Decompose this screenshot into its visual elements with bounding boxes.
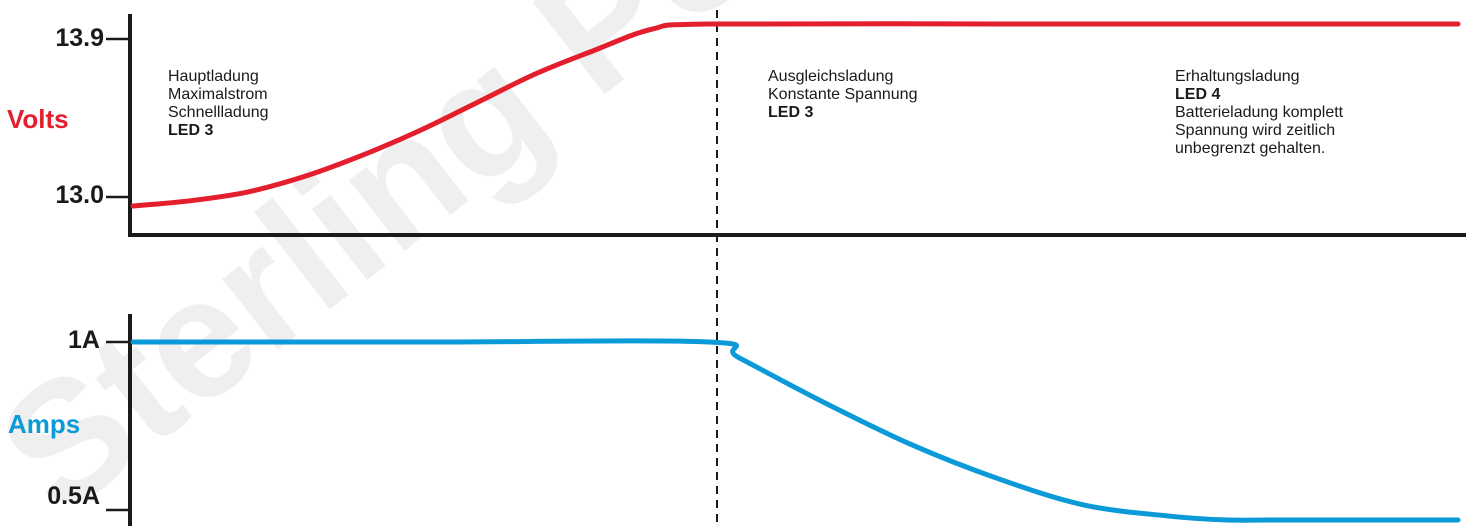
phase-absorption-name: Ausgleichsladung [768,68,894,85]
phase-float-desc3: unbegrenzt gehalten. [1175,140,1326,157]
phase-float-name: Erhaltungsladung [1175,68,1300,85]
volts-tick-label-high: 13.9 [55,24,104,52]
amps-axis-title: Amps [8,409,81,439]
amps-tick-label-low: 0.5A [47,482,100,510]
phase-float-desc2: Spannung wird zeitlich [1175,122,1336,139]
phase-bulk-name: Hauptladung [168,68,259,85]
phase-bulk-desc1: Maximalstrom [168,86,268,103]
volts-series-line [130,21,1461,209]
phase-bulk-led: LED 3 [168,122,214,139]
phase-float-text: Erhaltungsladung LED 4 Batterieladung ko… [1175,68,1343,158]
phase-absorption-text: Ausgleichsladung Konstante Spannung LED … [768,68,917,122]
phase-float-led: LED 4 [1175,86,1221,103]
phase-bulk-desc2: Schnellladung [168,104,269,121]
volts-axis-title: Volts [7,104,69,134]
amps-series-line [130,338,1461,523]
amps-tick-label-high: 1A [68,326,100,354]
phase-float-desc1: Batterieladung komplett [1175,104,1344,121]
phase-absorption-led: LED 3 [768,104,814,121]
phase-bulk-text: Hauptladung Maximalstrom Schnellladung L… [168,68,269,140]
phase-absorption-desc1: Konstante Spannung [768,86,918,103]
volts-tick-label-low: 13.0 [55,181,104,209]
